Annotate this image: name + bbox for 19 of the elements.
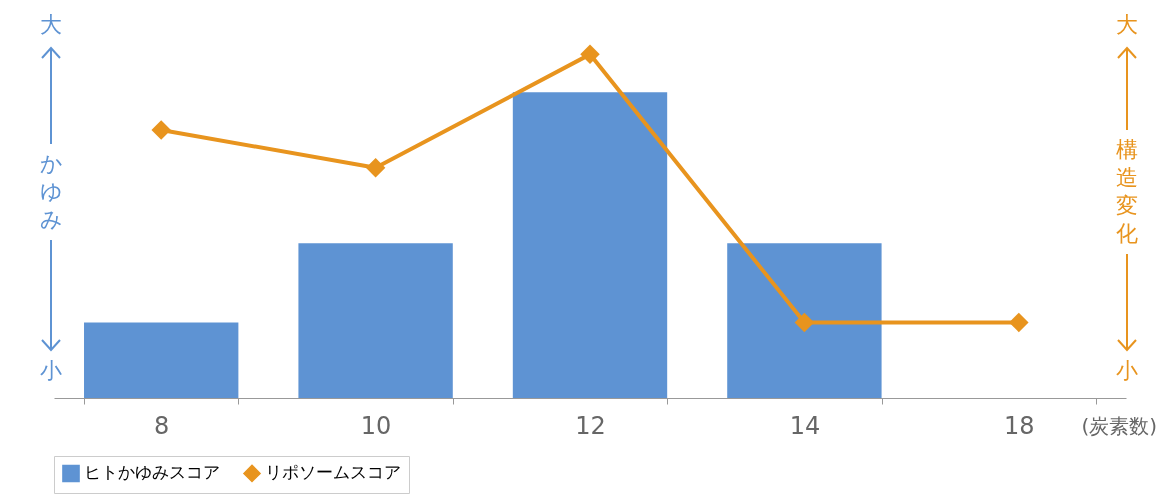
text: 大	[40, 12, 62, 37]
annotation: 小	[40, 358, 62, 383]
y2-axis-title: 構造変化	[1115, 136, 1139, 248]
point	[794, 312, 815, 333]
text: 大	[1116, 12, 1138, 37]
legend-label: ヒトかゆみスコア	[84, 462, 220, 483]
x-tick-label: 14	[789, 411, 821, 440]
point	[365, 158, 386, 178]
x-tick-label: 12	[575, 411, 606, 440]
x-tick-label: 18	[1004, 411, 1035, 440]
x-tick-label: 8	[154, 411, 170, 440]
y-axis-title: かゆみ	[39, 150, 63, 234]
point	[580, 44, 600, 65]
point	[1009, 312, 1029, 333]
annotation: 小	[1116, 358, 1138, 383]
x-axis-title: (炭素数)	[1081, 413, 1158, 438]
point	[151, 120, 171, 140]
x-tick-label: 10	[360, 411, 392, 440]
legend-label: リポソームスコア	[265, 462, 401, 483]
